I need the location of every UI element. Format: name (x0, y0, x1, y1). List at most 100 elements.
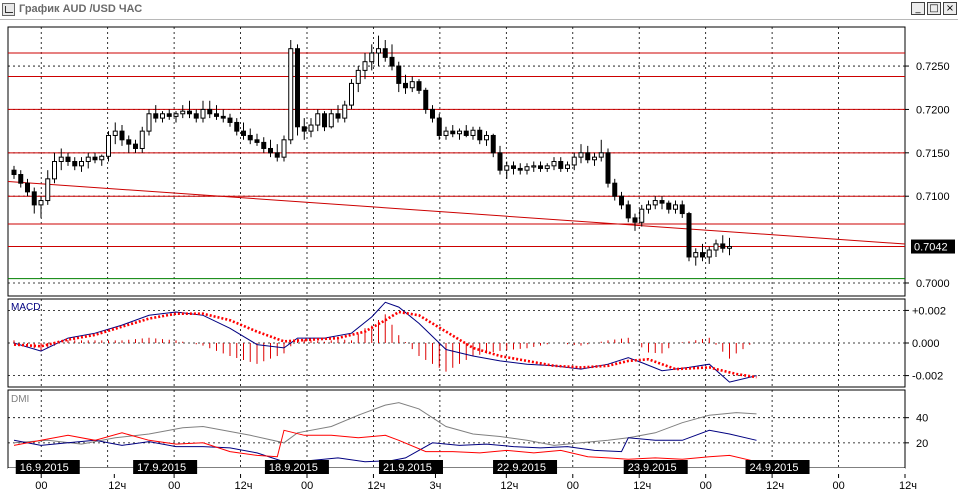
candle (99, 154, 105, 166)
window-titlebar: График AUD /USD ЧАС _ □ × (0, 0, 958, 20)
candle-body-up (639, 208, 645, 223)
candle (727, 237, 732, 256)
candle-body-down (423, 89, 429, 110)
candle-body-up (106, 134, 111, 157)
hour-tick-label: 3ч (429, 480, 441, 492)
candle-body-down (619, 195, 624, 206)
candle (173, 111, 179, 123)
date-label: 21.9.2015 (378, 460, 443, 474)
date-label-text: 16.9.2015 (20, 462, 69, 474)
candle-body-down (322, 113, 327, 128)
macd-label: MACD (11, 302, 40, 313)
candle-body-down (241, 130, 246, 136)
candle (58, 148, 64, 171)
candle (477, 126, 483, 145)
candle-body-up (551, 161, 557, 167)
candle-body-down (261, 141, 267, 149)
date-label-box (378, 460, 443, 474)
date-label: 24.9.2015 (745, 460, 810, 474)
hour-tick-label: 12ч (367, 480, 385, 492)
candle (234, 118, 240, 136)
candle (706, 246, 712, 264)
candle (112, 122, 118, 145)
current-price-label: 0.7042 (914, 242, 948, 254)
candle-body-up (52, 161, 57, 180)
candle (268, 139, 273, 158)
candle (517, 163, 523, 175)
candle (241, 122, 246, 140)
candle (146, 109, 152, 136)
candle (565, 161, 570, 172)
candle (396, 61, 402, 93)
candle-body-down (18, 174, 24, 184)
candle (700, 243, 705, 262)
candle (585, 145, 591, 164)
candle (652, 196, 658, 210)
candle (274, 144, 280, 162)
candle-body-up (342, 104, 348, 119)
candle-body-up (706, 249, 712, 258)
candle-body-down (207, 108, 213, 115)
candle (632, 213, 638, 231)
candle-body-up (544, 165, 550, 169)
candle-body-down (700, 252, 705, 258)
date-label: 16.9.2015 (15, 460, 80, 474)
candle (92, 152, 98, 164)
candle-body-up (504, 165, 510, 171)
candle (25, 178, 30, 197)
candle (193, 109, 199, 123)
candle (65, 152, 71, 166)
candle (504, 161, 510, 179)
candle (301, 118, 307, 140)
date-label-box (623, 460, 688, 474)
price-tick-label: 0.7000 (916, 278, 950, 290)
candle-body-up (531, 165, 537, 168)
candle-body-down (187, 110, 192, 115)
candle (619, 191, 624, 210)
dmi-minus-di-line (13, 429, 757, 463)
candle-body-up (369, 52, 375, 63)
candle (106, 131, 111, 162)
maximize-icon[interactable]: □ (927, 2, 941, 15)
candle (153, 105, 159, 123)
hour-tick-label: 00 (700, 480, 712, 492)
candle-body-up (470, 129, 476, 136)
candle (551, 157, 557, 171)
candle-body-down (659, 200, 665, 204)
candle (646, 200, 651, 214)
candle-body-up (45, 178, 51, 202)
candle (376, 35, 381, 67)
candle-body-down (511, 165, 516, 169)
date-label-box (745, 460, 810, 474)
hour-tick-label: 12ч (766, 480, 784, 492)
candle-body-down (382, 48, 388, 58)
candle-body-down (463, 130, 469, 136)
candle-body-down (605, 152, 611, 184)
candle-body-down (679, 204, 685, 215)
hour-tick-label: 00 (301, 480, 313, 492)
minimize-icon[interactable]: _ (911, 2, 925, 15)
candle-body-up (349, 82, 354, 106)
candle (214, 105, 219, 120)
candle-body-down (11, 169, 17, 176)
candle-body-down (490, 134, 496, 154)
hour-tick-label: 12ч (235, 480, 253, 492)
close-icon[interactable]: × (943, 2, 957, 15)
candle (511, 161, 516, 175)
candle-body-up (409, 81, 415, 89)
dmi-adx-line (13, 402, 757, 446)
dmi-label: DMI (11, 394, 29, 405)
candle-body-down (119, 130, 125, 141)
candle (349, 79, 354, 110)
date-label-text: 21.9.2015 (383, 462, 432, 474)
candle-body-up (308, 124, 314, 132)
candle-body-down (92, 156, 98, 161)
candle (524, 163, 530, 175)
candle-body-up (713, 243, 719, 251)
candle-body-up (693, 252, 699, 258)
candle-body-down (477, 129, 483, 141)
hour-tick-label: 00 (168, 480, 180, 492)
candle-body-down (214, 113, 219, 117)
date-label-box (15, 460, 80, 474)
candle-body-down (31, 191, 37, 206)
